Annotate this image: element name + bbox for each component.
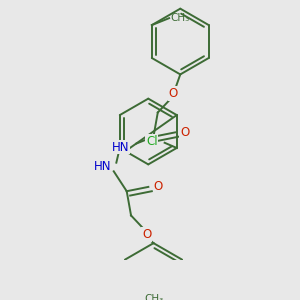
Text: CH₃: CH₃ <box>171 13 190 23</box>
Text: CH₃: CH₃ <box>144 294 164 300</box>
Text: HN: HN <box>112 141 129 154</box>
Text: O: O <box>169 87 178 100</box>
Text: O: O <box>180 126 189 139</box>
Text: Cl: Cl <box>146 134 158 148</box>
Text: O: O <box>153 180 163 194</box>
Text: HN: HN <box>94 160 111 173</box>
Text: O: O <box>142 228 151 241</box>
